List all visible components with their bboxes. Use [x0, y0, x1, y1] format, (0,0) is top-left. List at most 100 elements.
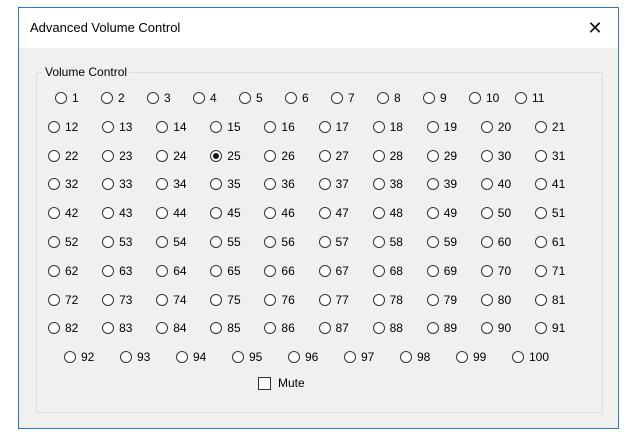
volume-radio-33[interactable]: 33 — [102, 176, 132, 192]
volume-radio-95[interactable]: 95 — [232, 349, 262, 365]
volume-radio-80[interactable]: 80 — [480, 292, 511, 308]
volume-radio-81[interactable]: 81 — [534, 292, 565, 308]
volume-radio-5[interactable]: 5 — [239, 90, 263, 106]
volume-radio-4[interactable]: 4 — [193, 90, 217, 106]
volume-radio-86[interactable]: 86 — [264, 320, 295, 336]
volume-radio-10[interactable]: 10 — [469, 90, 499, 106]
volume-radio-90[interactable]: 90 — [480, 320, 511, 336]
volume-radio-45[interactable]: 45 — [210, 205, 241, 221]
mute-checkbox[interactable]: Mute — [258, 376, 305, 390]
volume-radio-44[interactable]: 44 — [156, 205, 187, 221]
volume-radio-50[interactable]: 50 — [480, 205, 511, 221]
volume-radio-56[interactable]: 56 — [264, 234, 295, 250]
volume-radio-8[interactable]: 8 — [377, 90, 401, 106]
volume-radio-91[interactable]: 91 — [534, 320, 565, 336]
volume-radio-48[interactable]: 48 — [372, 205, 403, 221]
volume-radio-82[interactable]: 82 — [48, 320, 78, 336]
volume-radio-27[interactable]: 27 — [318, 148, 349, 164]
volume-radio-35[interactable]: 35 — [210, 176, 241, 192]
volume-radio-70[interactable]: 70 — [480, 263, 511, 279]
volume-radio-42[interactable]: 42 — [48, 205, 78, 221]
volume-radio-46[interactable]: 46 — [264, 205, 295, 221]
volume-radio-31[interactable]: 31 — [534, 148, 565, 164]
volume-radio-92[interactable]: 92 — [64, 349, 94, 365]
volume-radio-14[interactable]: 14 — [156, 119, 187, 135]
volume-radio-100[interactable]: 100 — [512, 349, 549, 365]
volume-radio-57[interactable]: 57 — [318, 234, 349, 250]
volume-radio-24[interactable]: 24 — [156, 148, 187, 164]
volume-radio-54[interactable]: 54 — [156, 234, 187, 250]
volume-radio-2[interactable]: 2 — [101, 90, 125, 106]
volume-radio-63[interactable]: 63 — [102, 263, 132, 279]
volume-radio-67[interactable]: 67 — [318, 263, 349, 279]
volume-radio-89[interactable]: 89 — [426, 320, 457, 336]
volume-radio-65[interactable]: 65 — [210, 263, 241, 279]
volume-radio-60[interactable]: 60 — [480, 234, 511, 250]
volume-radio-37[interactable]: 37 — [318, 176, 349, 192]
volume-radio-85[interactable]: 85 — [210, 320, 241, 336]
volume-radio-16[interactable]: 16 — [264, 119, 295, 135]
volume-radio-69[interactable]: 69 — [426, 263, 457, 279]
volume-radio-66[interactable]: 66 — [264, 263, 295, 279]
volume-radio-17[interactable]: 17 — [318, 119, 349, 135]
volume-radio-96[interactable]: 96 — [288, 349, 318, 365]
volume-radio-72[interactable]: 72 — [48, 292, 78, 308]
volume-radio-53[interactable]: 53 — [102, 234, 132, 250]
volume-radio-11[interactable]: 11 — [515, 90, 544, 106]
volume-radio-77[interactable]: 77 — [318, 292, 349, 308]
volume-radio-23[interactable]: 23 — [102, 148, 132, 164]
volume-radio-98[interactable]: 98 — [400, 349, 430, 365]
volume-radio-75[interactable]: 75 — [210, 292, 241, 308]
volume-radio-15[interactable]: 15 — [210, 119, 241, 135]
volume-radio-88[interactable]: 88 — [372, 320, 403, 336]
volume-radio-83[interactable]: 83 — [102, 320, 132, 336]
volume-radio-47[interactable]: 47 — [318, 205, 349, 221]
volume-radio-93[interactable]: 93 — [120, 349, 150, 365]
volume-radio-9[interactable]: 9 — [423, 90, 447, 106]
volume-radio-21[interactable]: 21 — [534, 119, 565, 135]
volume-radio-84[interactable]: 84 — [156, 320, 187, 336]
close-icon[interactable]: ✕ — [587, 17, 603, 38]
volume-radio-99[interactable]: 99 — [456, 349, 486, 365]
volume-radio-94[interactable]: 94 — [176, 349, 206, 365]
volume-radio-51[interactable]: 51 — [534, 205, 565, 221]
volume-radio-13[interactable]: 13 — [102, 119, 132, 135]
volume-radio-22[interactable]: 22 — [48, 148, 78, 164]
volume-radio-18[interactable]: 18 — [372, 119, 403, 135]
volume-radio-73[interactable]: 73 — [102, 292, 132, 308]
volume-radio-79[interactable]: 79 — [426, 292, 457, 308]
volume-radio-38[interactable]: 38 — [372, 176, 403, 192]
volume-radio-87[interactable]: 87 — [318, 320, 349, 336]
volume-radio-36[interactable]: 36 — [264, 176, 295, 192]
volume-radio-3[interactable]: 3 — [147, 90, 171, 106]
volume-radio-76[interactable]: 76 — [264, 292, 295, 308]
volume-radio-20[interactable]: 20 — [480, 119, 511, 135]
volume-radio-28[interactable]: 28 — [372, 148, 403, 164]
volume-radio-74[interactable]: 74 — [156, 292, 187, 308]
volume-radio-12[interactable]: 12 — [48, 119, 78, 135]
volume-radio-41[interactable]: 41 — [534, 176, 565, 192]
volume-radio-32[interactable]: 32 — [48, 176, 78, 192]
volume-radio-29[interactable]: 29 — [426, 148, 457, 164]
volume-radio-26[interactable]: 26 — [264, 148, 295, 164]
volume-radio-30[interactable]: 30 — [480, 148, 511, 164]
volume-radio-40[interactable]: 40 — [480, 176, 511, 192]
volume-radio-55[interactable]: 55 — [210, 234, 241, 250]
volume-radio-1[interactable]: 1 — [55, 90, 79, 106]
volume-radio-25[interactable]: 25 — [210, 148, 241, 164]
volume-radio-78[interactable]: 78 — [372, 292, 403, 308]
volume-radio-43[interactable]: 43 — [102, 205, 132, 221]
volume-radio-71[interactable]: 71 — [534, 263, 565, 279]
volume-radio-68[interactable]: 68 — [372, 263, 403, 279]
volume-radio-58[interactable]: 58 — [372, 234, 403, 250]
volume-radio-6[interactable]: 6 — [285, 90, 309, 106]
volume-radio-39[interactable]: 39 — [426, 176, 457, 192]
volume-radio-34[interactable]: 34 — [156, 176, 187, 192]
volume-radio-64[interactable]: 64 — [156, 263, 187, 279]
volume-radio-52[interactable]: 52 — [48, 234, 78, 250]
volume-radio-7[interactable]: 7 — [331, 90, 355, 106]
volume-radio-19[interactable]: 19 — [426, 119, 457, 135]
volume-radio-97[interactable]: 97 — [344, 349, 374, 365]
volume-radio-49[interactable]: 49 — [426, 205, 457, 221]
volume-radio-61[interactable]: 61 — [534, 234, 565, 250]
